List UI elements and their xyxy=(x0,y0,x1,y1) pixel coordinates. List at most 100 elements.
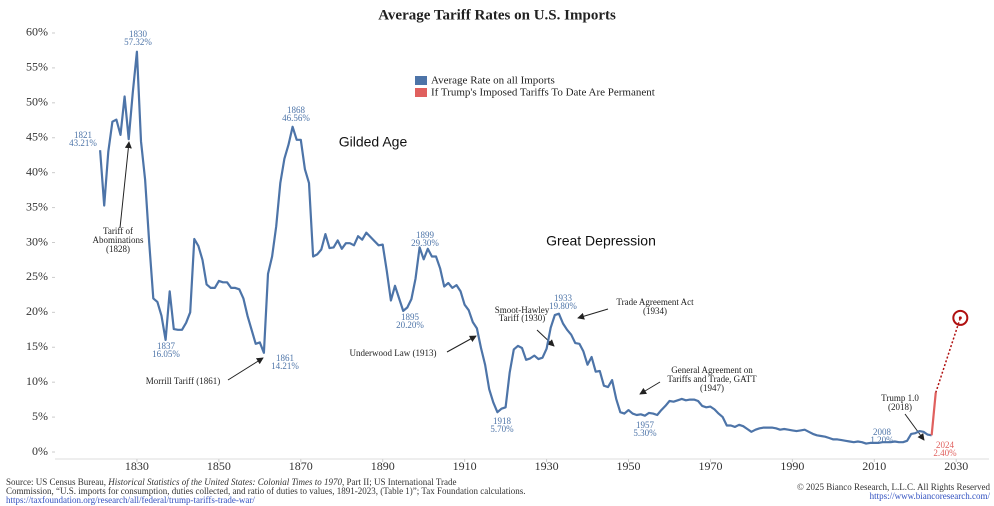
x-tick-label: 2030 xyxy=(944,459,968,473)
annotation-text: 1957 xyxy=(636,420,655,430)
annotation-text: 14.21% xyxy=(271,361,299,371)
x-tick-label: 1970 xyxy=(698,459,722,473)
annotation-text: Morrill Tariff (1861) xyxy=(146,376,221,386)
legend-swatch xyxy=(415,88,427,97)
annotation: Underwood Law (1913) xyxy=(350,348,437,358)
arrow xyxy=(227,357,264,381)
source-title: Historical Statistics of the United Stat… xyxy=(107,477,342,487)
projection-marker xyxy=(952,309,969,326)
legend-label: If Trump's Imposed Tariffs To Date Are P… xyxy=(431,87,655,99)
arrow xyxy=(119,141,132,229)
annotation-text: (2018) xyxy=(888,402,912,412)
x-tick-label: 1890 xyxy=(371,459,395,473)
annotation-text: 1830 xyxy=(129,29,148,39)
annotation-text: (1934) xyxy=(643,306,667,316)
annotation-text: General Agreement on xyxy=(671,365,753,375)
y-tick-label: 50% xyxy=(26,95,48,109)
annotation-text: 1899 xyxy=(416,230,435,240)
annotation-text: 5.30% xyxy=(633,428,657,438)
y-tick-label: 60% xyxy=(26,25,48,39)
x-tick-label: 1830 xyxy=(125,459,149,473)
source-text: , Part II; US International Trade xyxy=(342,477,456,487)
chart-title: Average Tariff Rates on U.S. Imports xyxy=(378,7,616,23)
series-line xyxy=(930,392,937,436)
annotation-text: 2008 xyxy=(873,427,892,437)
annotation-text: 19.80% xyxy=(549,301,577,311)
x-tick-label: 2010 xyxy=(862,459,886,473)
annotation-text: 1868 xyxy=(287,105,306,115)
annotation-text: Tariff of xyxy=(103,226,133,236)
y-tick-label: 10% xyxy=(26,374,48,388)
annotation-text: Trade Agreement Act xyxy=(616,297,694,307)
annotation: Trump 1.0(2018) xyxy=(881,393,919,412)
y-tick-label: 20% xyxy=(26,304,48,318)
annotation: Trade Agreement Act(1934) xyxy=(616,297,694,316)
y-tick-label: 15% xyxy=(26,339,48,353)
arrow xyxy=(536,329,555,347)
annotation-text: 1821 xyxy=(74,130,92,140)
annotation-text: Gilded Age xyxy=(339,134,408,150)
source-text: Source: US Census Bureau, xyxy=(6,477,108,487)
x-tick-label: 1870 xyxy=(289,459,313,473)
legend-item: Average Rate on all Imports xyxy=(415,75,555,87)
annotation: Gilded Age xyxy=(339,134,408,150)
y-tick-label: 30% xyxy=(26,234,48,248)
website: https://www.biancoresearch.com/ xyxy=(870,491,991,501)
annotation-text: Underwood Law (1913) xyxy=(350,348,437,358)
legend-item: If Trump's Imposed Tariffs To Date Are P… xyxy=(415,87,655,99)
annotation-text: 1.20% xyxy=(870,435,894,445)
annotation: Morrill Tariff (1861) xyxy=(146,376,221,386)
y-tick-label: 0% xyxy=(32,444,48,458)
x-tick-label: 1930 xyxy=(535,459,559,473)
annotation-text: Abominations xyxy=(93,235,144,245)
source-line: Commission, “U.S. imports for consumptio… xyxy=(6,486,526,496)
arrow xyxy=(904,413,925,441)
x-tick-label: 1850 xyxy=(207,459,231,473)
projection-dot xyxy=(958,316,962,320)
arrow xyxy=(446,335,477,353)
annotation-text: Smoot-Hawley xyxy=(495,305,550,315)
y-tick-label: 45% xyxy=(26,129,48,143)
annotation-text: 1895 xyxy=(401,312,420,322)
annotation-text: Great Depression xyxy=(546,233,656,249)
arrows xyxy=(119,141,925,441)
x-tick-label: 1990 xyxy=(780,459,804,473)
x-tick-label: 1950 xyxy=(617,459,641,473)
annotation-text: 1861 xyxy=(276,353,294,363)
annotation-text: 1918 xyxy=(493,416,512,426)
y-tick-label: 5% xyxy=(32,409,48,423)
annotation-text: 43.21% xyxy=(69,138,97,148)
annotation-text: 2024 xyxy=(936,440,955,450)
annotation-text: 2.40% xyxy=(933,448,957,458)
annotation-text: Trump 1.0 xyxy=(881,393,919,403)
legend-label: Average Rate on all Imports xyxy=(431,75,555,87)
arrow xyxy=(577,308,609,320)
x-tick-label: 1910 xyxy=(453,459,477,473)
annotation-text: 20.20% xyxy=(396,320,424,330)
copyright: © 2025 Bianco Research, L.L.C. All Right… xyxy=(797,482,991,492)
annotation-text: 57.32% xyxy=(124,37,152,47)
y-tick-label: 35% xyxy=(26,199,48,213)
annotation-text: Tariffs and Trade, GATT xyxy=(667,374,757,384)
annotation-text: 1837 xyxy=(157,341,176,351)
y-tick-label: 40% xyxy=(26,164,48,178)
annotation-text: 1933 xyxy=(554,293,573,303)
legend-swatch xyxy=(415,76,427,85)
series-line xyxy=(99,50,932,445)
annotation: Great Depression xyxy=(546,233,656,249)
